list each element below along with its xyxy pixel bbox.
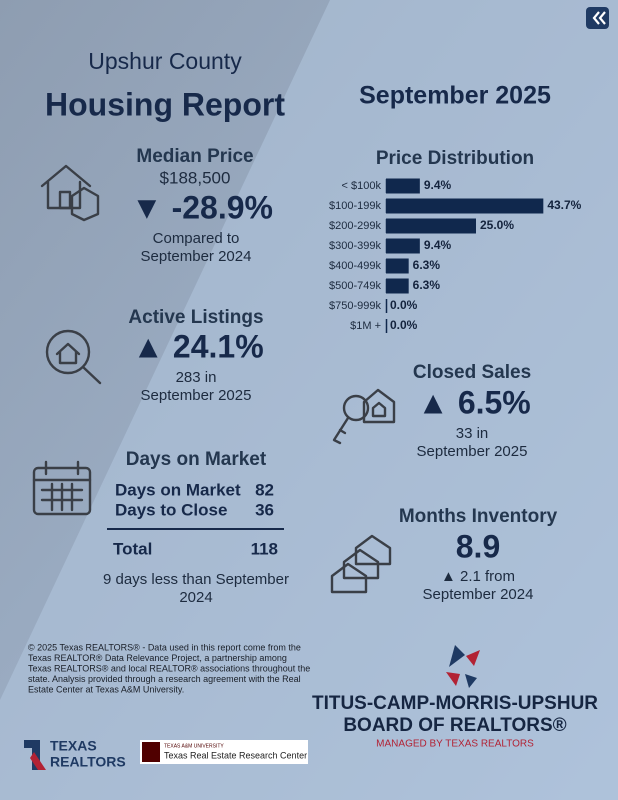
value-label: 9.4%: [424, 238, 452, 252]
board-name: BOARD OF REALTORS®: [343, 715, 566, 736]
median-price: $188,500: [160, 168, 231, 187]
note: September 2024: [141, 248, 252, 265]
board-managed: MANAGED BY TEXAS REALTORS: [376, 739, 534, 750]
note: 9 days less than September: [103, 571, 289, 588]
disclaimer-line: Estate Center at Texas A&M University.: [28, 684, 184, 694]
category-label: $100-199k: [329, 200, 381, 212]
change: ▲ 6.5%: [417, 384, 531, 420]
tamu-mark: [142, 742, 160, 762]
value-label: 9.4%: [424, 178, 452, 192]
value-label: 43.7%: [547, 198, 581, 212]
category-label: $750-999k: [329, 300, 381, 312]
row-label: Days on Market: [115, 480, 241, 499]
bar: [386, 178, 420, 194]
row-label: Days to Close: [115, 500, 227, 519]
calendar-icon: [32, 460, 92, 516]
report-title: Housing Report: [45, 86, 285, 122]
bar: [386, 258, 409, 274]
board-star: [446, 645, 480, 688]
county: Upshur County: [88, 48, 242, 74]
category-label: $500-749k: [329, 280, 381, 292]
texas-logo: REALTORS: [50, 754, 126, 770]
total-label: Total: [113, 539, 152, 558]
key-icon: [332, 388, 396, 445]
disclaimer-line: Texas REALTORS® and local REALTOR® assoc…: [28, 663, 310, 673]
period: September 2025: [359, 82, 551, 110]
category-label: $1M +: [350, 320, 381, 332]
value-label: 0.0%: [390, 318, 418, 332]
section-title: Median Price: [136, 146, 253, 167]
value-label: 6.3%: [413, 258, 441, 272]
note: 283 in: [176, 369, 217, 386]
change: ▼ -28.9%: [131, 189, 273, 225]
bar: [386, 218, 476, 234]
tamu-small: TEXAS A&M UNIVERSITY: [164, 743, 224, 749]
note: 33 in: [456, 425, 489, 442]
collapse-button[interactable]: [586, 7, 609, 29]
inventory-value: 8.9: [456, 528, 500, 564]
category-label: < $100k: [342, 180, 382, 192]
house-price-icon: [40, 164, 100, 222]
change: ▲ 24.1%: [132, 328, 263, 364]
texas-logo-mark: [30, 752, 46, 770]
value-label: 0.0%: [390, 298, 418, 312]
bar: [386, 198, 544, 214]
bar: [386, 278, 409, 294]
disclaimer: © 2025 Texas REALTORS® - Data used in th…: [28, 642, 310, 694]
category-label: $400-499k: [329, 260, 381, 272]
note: September 2025: [417, 443, 528, 460]
note: 2024: [179, 589, 212, 606]
category-label: $300-399k: [329, 240, 381, 252]
disclaimer-line: © 2025 Texas REALTORS® - Data used in th…: [28, 642, 301, 652]
board-name: TITUS-CAMP-MORRIS-UPSHUR: [312, 693, 598, 714]
price-distribution-chart: < $100k 9.4% $100-199k 43.7% $200-299k 25.0% $…: [329, 178, 582, 333]
tamu-name: Texas Real Estate Research Center: [164, 750, 307, 760]
total-value: 118: [251, 539, 278, 558]
note: September 2025: [141, 387, 252, 404]
row-value: 36: [255, 500, 274, 519]
houses-icon: [330, 534, 392, 594]
search-icon: [45, 329, 102, 385]
value-label: 25.0%: [480, 218, 514, 232]
collapse-icon: [592, 11, 606, 25]
section-title: Closed Sales: [413, 362, 531, 383]
note: ▲ 2.1 from: [441, 568, 515, 585]
value-label: 6.3%: [413, 278, 441, 292]
note: September 2024: [423, 586, 534, 603]
section-title: Months Inventory: [399, 506, 558, 527]
texas-logo: TEXAS: [50, 738, 97, 754]
disclaimer-line: state. Analysis provided through a resea…: [28, 674, 301, 684]
row-value: 82: [255, 480, 274, 499]
tamu-logo-bg: [140, 740, 308, 764]
section-title: Active Listings: [128, 307, 263, 328]
disclaimer-line: Texas REALTOR® Data Relevance Project, a…: [28, 653, 287, 663]
category-label: $200-299k: [329, 220, 381, 232]
note: Compared to: [153, 230, 240, 247]
section-title: Price Distribution: [376, 148, 534, 169]
bar: [386, 238, 420, 254]
section-title: Days on Market: [126, 449, 267, 470]
